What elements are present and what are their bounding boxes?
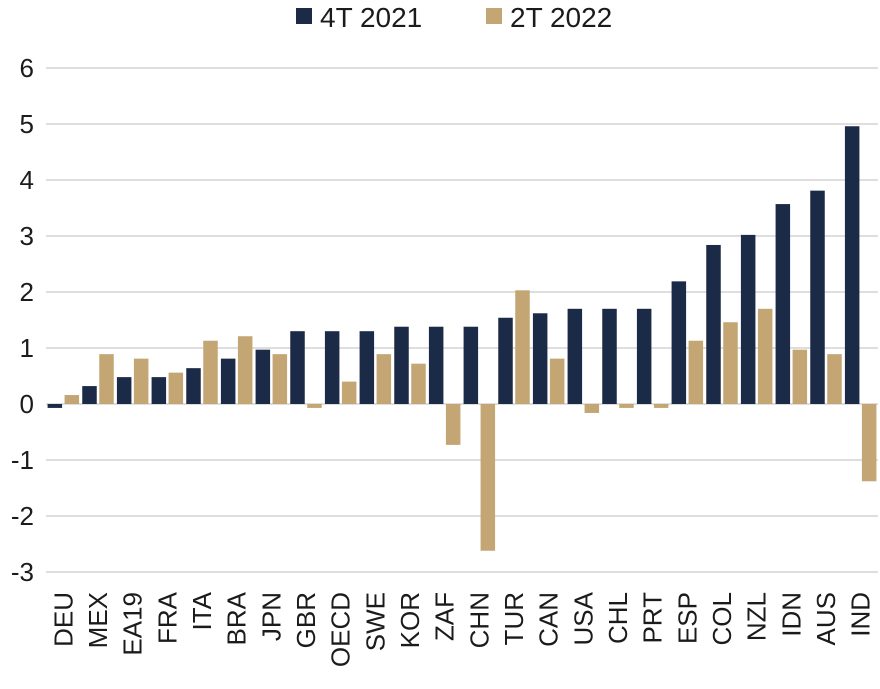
bar-series2-deu [64, 395, 80, 404]
legend-swatch [486, 8, 502, 24]
x-category-label: IND [846, 592, 876, 637]
bar-series2-ea19 [133, 358, 149, 404]
x-category-label: CHL [603, 592, 633, 644]
bar-series2-ind [861, 404, 877, 482]
y-tick-label: 4 [20, 165, 34, 195]
bar-series1-esp [671, 281, 687, 404]
legend-label: 4T 2021 [320, 2, 422, 33]
bar-series2-idn [792, 349, 808, 404]
bar-series2-tur [515, 290, 530, 404]
y-axis-ticks: -3 -2 -1 0 1 2 3 4 5 6 [11, 53, 34, 587]
legend-label: 2T 2022 [510, 2, 612, 33]
bar-series1-can [532, 313, 548, 404]
bar-series2-esp [688, 340, 704, 404]
x-category-label: PRT [638, 592, 668, 644]
bar-series1-deu [47, 404, 63, 408]
bar-series2-swe [376, 354, 392, 404]
x-category-label: NZL [742, 592, 772, 641]
bar-series1-idn [775, 204, 791, 404]
x-category-label: CAN [534, 592, 564, 647]
bar-series2-chl [619, 404, 634, 408]
x-category-label: ITA [187, 591, 217, 630]
x-category-label: AUS [811, 592, 841, 645]
bar-series2-prt [653, 404, 669, 408]
bar-series1-oecd [324, 331, 340, 404]
bar-series1-mex [82, 386, 97, 404]
bar-series1-jpn [255, 349, 271, 404]
y-tick-label: -2 [11, 501, 34, 531]
bar-series1-fra [151, 377, 167, 404]
y-tick-label: 1 [20, 333, 34, 363]
x-category-label: OECD [326, 592, 356, 667]
x-axis-categories: DEU MEX EA19 FRA ITA BRA JPN GBR OECD SWE KOR ZAF CH… [48, 591, 875, 667]
bar-series2-zaf [445, 404, 461, 445]
bar-series1-chl [602, 308, 617, 404]
bar-series1-zaf [428, 326, 444, 404]
bar-series1-usa [567, 308, 583, 404]
y-tick-label: 0 [20, 389, 34, 419]
y-tick-label: 6 [20, 53, 34, 83]
x-category-label: FRA [152, 591, 182, 644]
bar-series2-ita [203, 340, 218, 404]
bar-series2-bra [237, 336, 253, 404]
x-category-label: EA19 [118, 592, 148, 656]
x-category-label: USA [568, 591, 598, 645]
bar-series1-col [706, 244, 721, 404]
y-tick-label: -3 [11, 557, 34, 587]
bar-series1-prt [636, 308, 652, 404]
bars [47, 126, 877, 551]
bar-series2-col [723, 322, 738, 404]
x-category-label: ZAF [430, 592, 460, 641]
x-category-label: MEX [83, 592, 113, 648]
bar-series2-can [549, 358, 565, 404]
bar-series2-chn [480, 404, 496, 551]
y-tick-label: -1 [11, 445, 34, 475]
bar-series2-usa [584, 404, 600, 413]
bar-series1-aus [810, 190, 825, 404]
bar-series2-aus [827, 354, 842, 404]
bar-series1-ea19 [116, 377, 132, 404]
bar-series1-ind [844, 126, 860, 405]
x-category-label: GBR [291, 592, 321, 648]
bar-series2-nzl [757, 308, 773, 404]
bar-series2-oecd [341, 381, 357, 404]
x-category-label: DEU [48, 592, 78, 647]
bar-series2-kor [411, 363, 426, 404]
y-tick-label: 2 [20, 277, 34, 307]
x-category-label: BRA [222, 591, 252, 645]
bar-series2-mex [99, 354, 114, 404]
bar-series2-gbr [307, 404, 322, 408]
bar-series1-tur [498, 317, 513, 404]
y-tick-label: 3 [20, 221, 34, 251]
bar-series1-ita [186, 368, 201, 404]
x-category-label: KOR [395, 592, 425, 648]
x-category-label: ESP [672, 592, 702, 644]
gridlines [46, 67, 878, 573]
bar-series1-swe [359, 331, 375, 404]
x-category-label: IDN [776, 592, 806, 637]
x-category-label: SWE [360, 592, 390, 651]
bar-series1-chn [463, 326, 479, 404]
y-tick-label: 5 [20, 109, 34, 139]
x-category-label: JPN [256, 592, 286, 641]
x-category-label: CHN [464, 592, 494, 648]
x-category-label: COL [707, 592, 737, 645]
bar-series1-bra [220, 358, 236, 404]
x-category-label: TUR [499, 592, 529, 645]
bar-series1-kor [394, 326, 409, 404]
bar-series2-jpn [272, 354, 288, 404]
legend-swatch [296, 8, 312, 24]
bar-series1-gbr [290, 331, 305, 404]
bar-series1-nzl [740, 234, 756, 404]
legend: 4T 2021 2T 2022 [296, 2, 612, 33]
bar-series2-fra [168, 372, 184, 404]
